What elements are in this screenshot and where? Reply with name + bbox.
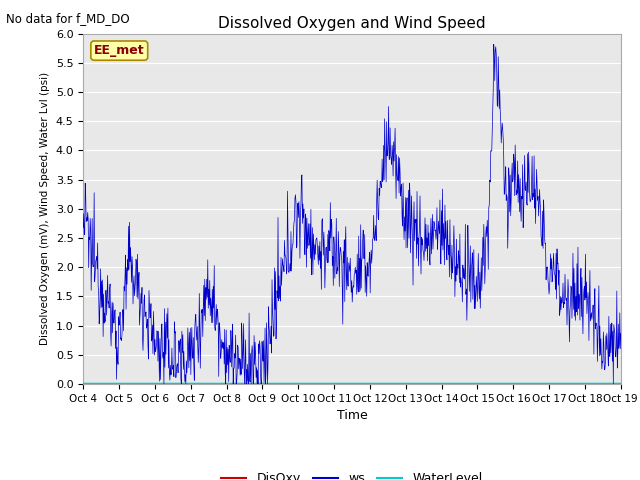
Y-axis label: Dissolved Oxygen (mV), Wind Speed, Water Lvl (psi): Dissolved Oxygen (mV), Wind Speed, Water… [40,72,50,346]
Text: No data for f_MD_DO: No data for f_MD_DO [6,12,130,25]
Legend: DisOxy, ws, WaterLevel: DisOxy, ws, WaterLevel [216,467,488,480]
X-axis label: Time: Time [337,409,367,422]
Text: EE_met: EE_met [94,44,145,57]
Title: Dissolved Oxygen and Wind Speed: Dissolved Oxygen and Wind Speed [218,16,486,31]
